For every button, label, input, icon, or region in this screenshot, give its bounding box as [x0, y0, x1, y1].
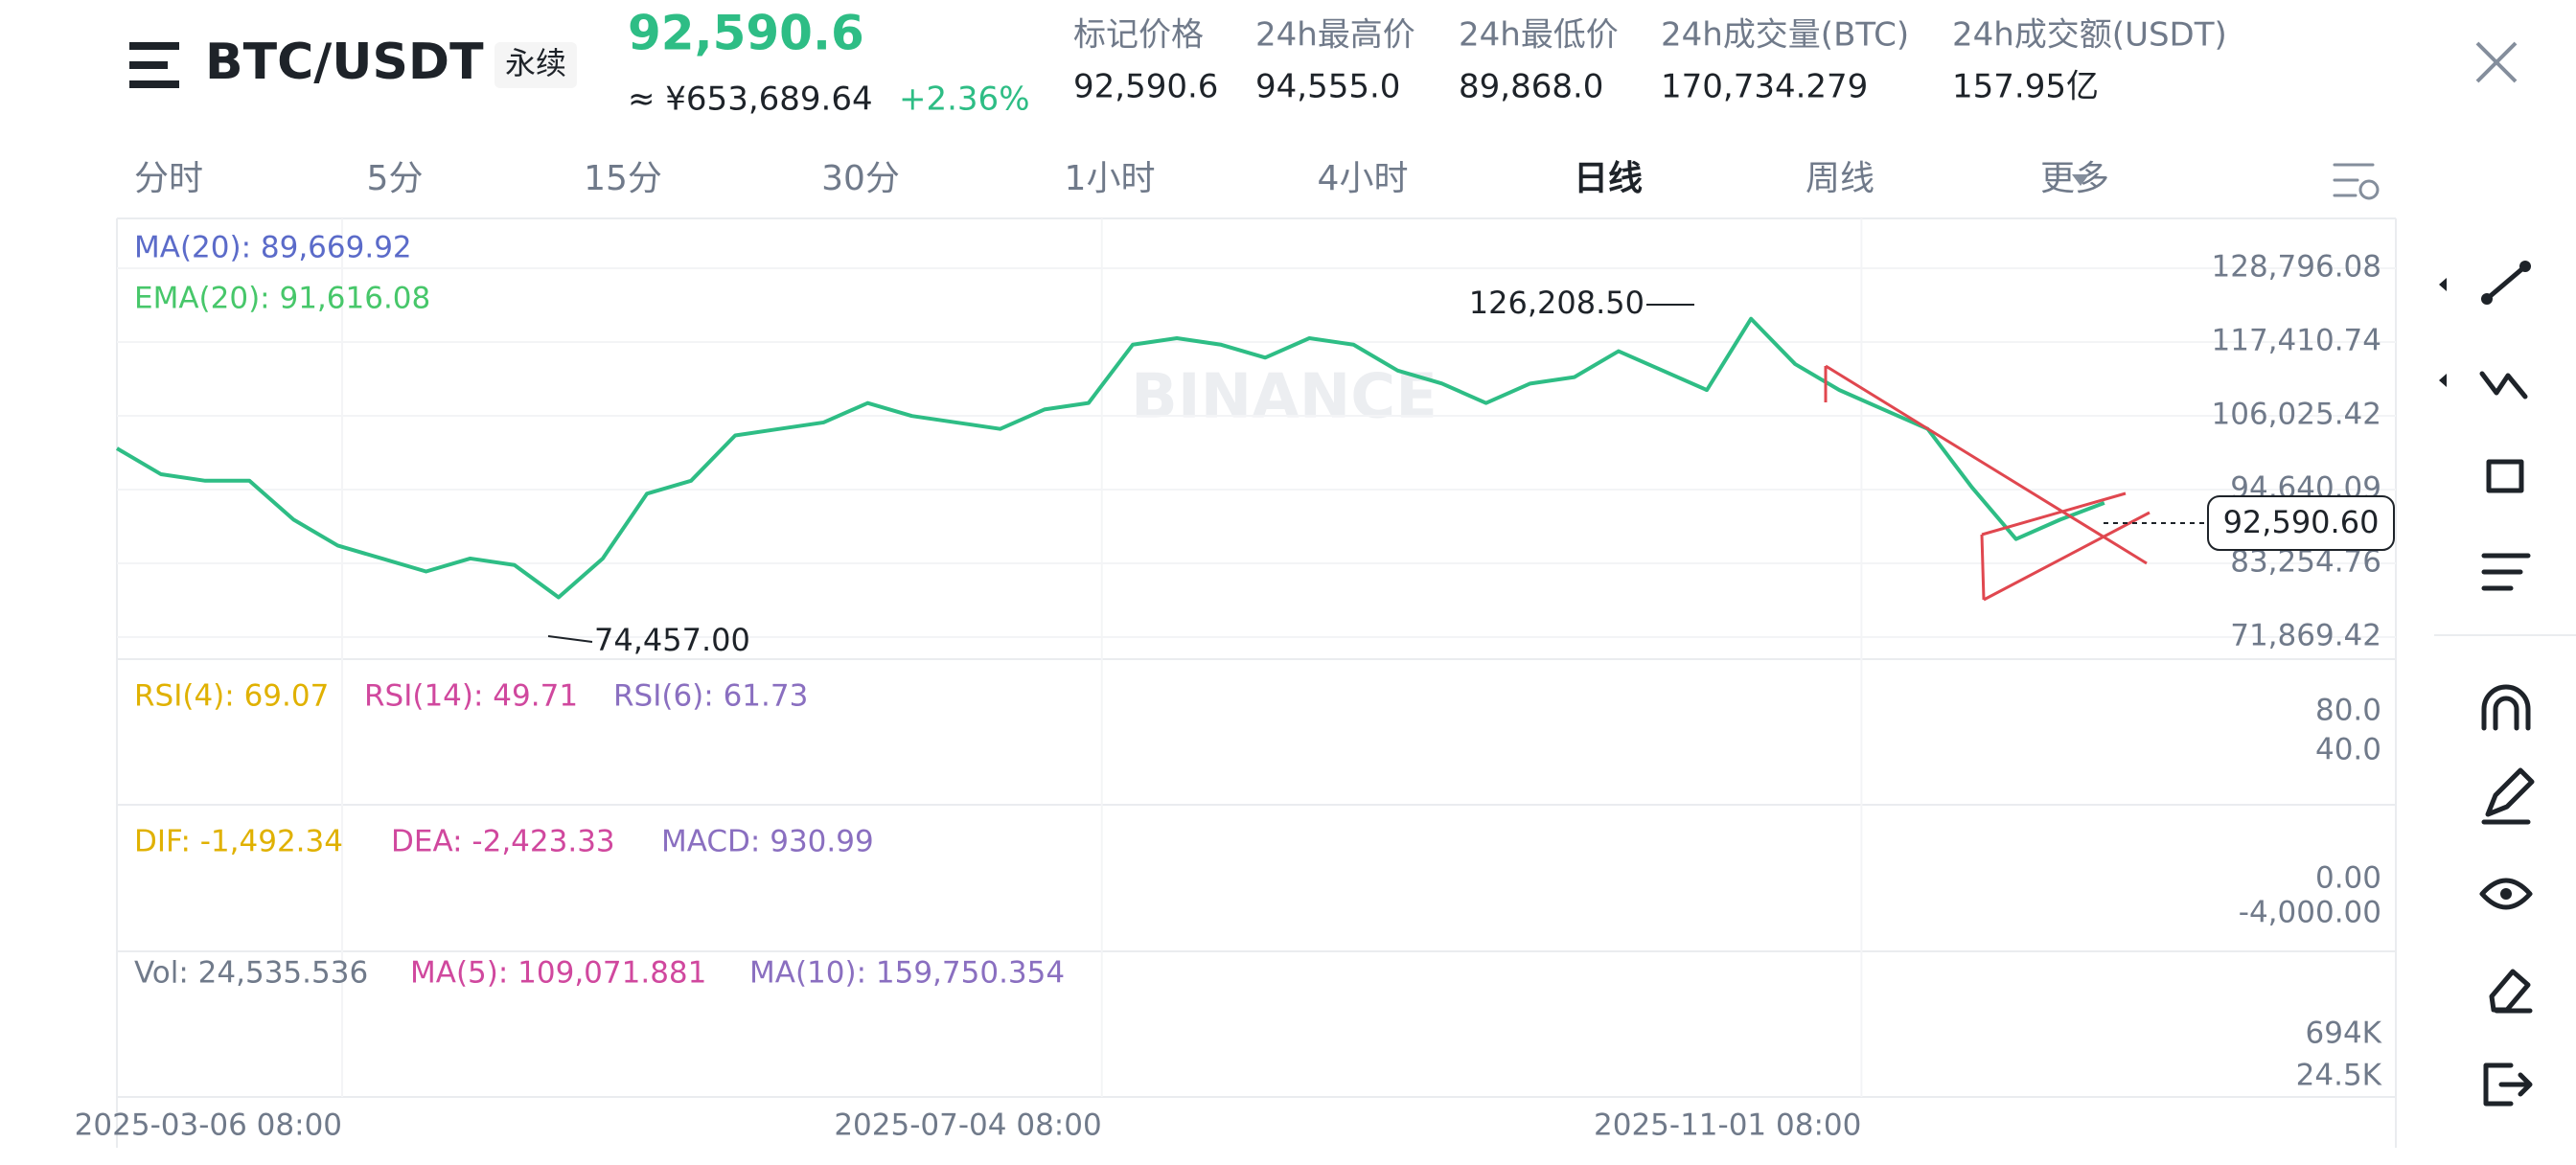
stat-label: 24h最低价	[1459, 16, 1619, 55]
rsi-label: RSI(6): 61.73	[613, 679, 808, 714]
trend-lines	[1824, 364, 2150, 602]
rsi-label: RSI(14): 49.71	[364, 679, 578, 714]
line-tool[interactable]	[2481, 261, 2531, 305]
badge-bg	[494, 42, 577, 88]
macd-tick-label: 0.00	[2315, 861, 2381, 896]
macd-label: DEA: -2,423.33	[391, 825, 615, 859]
macd-label: MACD: 930.99	[661, 825, 874, 859]
interval-tab[interactable]: 周线	[1806, 159, 1874, 198]
x-tick-label: 2025-07-04 08:00	[834, 1108, 1101, 1143]
last-price: 92,590.6	[628, 6, 864, 61]
vol-label: MA(10): 159,750.354	[749, 956, 1065, 991]
vol-label: MA(5): 109,071.881	[410, 956, 706, 991]
stat-value: 94,555.0	[1255, 68, 1400, 106]
leader	[547, 635, 593, 643]
stat-value: 157.95亿	[1952, 68, 2099, 106]
pen-tool[interactable]	[2481, 767, 2535, 825]
watermark: BINANCE	[1131, 362, 1438, 433]
interval-tab[interactable]: 15分	[584, 159, 662, 198]
interval-tab[interactable]: 1小时	[1065, 159, 1156, 198]
text-tool[interactable]	[2481, 553, 2531, 591]
stat-value: 89,868.0	[1459, 68, 1603, 106]
y-tick-label: 117,410.74	[2212, 323, 2382, 357]
symbol[interactable]: BTC/USDT	[205, 34, 484, 91]
stat-value: 170,734.279	[1661, 68, 1868, 106]
vol-tick-label: 24.5K	[2296, 1059, 2382, 1093]
macd-tick-label: -4,000.00	[2239, 896, 2381, 930]
settings-icon[interactable]	[2333, 163, 2380, 200]
vol-tick-label: 694K	[2306, 1017, 2382, 1051]
rsi-tick-label: 80.0	[2315, 694, 2381, 728]
interval-tab[interactable]: 日线	[1574, 159, 1643, 198]
y-tick-label: 128,796.08	[2212, 250, 2382, 285]
stat-label: 24h成交额(USDT)	[1952, 16, 2227, 55]
toolbar	[2439, 261, 2535, 1107]
cny-price: ≈ ¥653,689.64	[628, 80, 873, 119]
x-tick-label: 2025-11-01 08:00	[1594, 1108, 1861, 1143]
interval-tab[interactable]: 4小时	[1318, 159, 1409, 198]
price-box	[2207, 495, 2395, 551]
menu-logo[interactable]	[129, 42, 179, 88]
rsi-label: RSI(4): 69.07	[134, 679, 329, 714]
change: +2.36%	[899, 80, 1030, 119]
shape-tool[interactable]	[2486, 459, 2524, 493]
exit-tool[interactable]	[2483, 1062, 2533, 1107]
y-tick-label: 71,869.42	[2230, 618, 2381, 652]
magnet-tool[interactable]	[2481, 684, 2531, 731]
close-button[interactable]	[2475, 41, 2518, 83]
ema-label: EMA(20): 91,616.08	[134, 282, 430, 316]
low-label: 74,457.00	[594, 622, 750, 658]
interval-tab[interactable]: 30分	[821, 159, 900, 198]
stat-label: 24h最高价	[1255, 16, 1415, 55]
high-label: 126,208.50	[1469, 285, 1644, 321]
interval-tab[interactable]: 更多	[2040, 159, 2109, 198]
stat-label: 标记价格	[1073, 16, 1204, 55]
ma-label: MA(20): 89,669.92	[134, 231, 412, 265]
eye-tool[interactable]	[2479, 878, 2533, 910]
vol-label: Vol: 24,535.536	[134, 956, 368, 991]
eraser-tool[interactable]	[2489, 969, 2533, 1014]
more-arrow	[2072, 174, 2089, 186]
macd-label: DIF: -1,492.34	[134, 825, 343, 859]
interval-tab[interactable]: 分时	[134, 159, 203, 198]
interval-tab[interactable]: 5分	[367, 159, 424, 198]
fib-tool[interactable]	[2479, 371, 2528, 400]
stat-label: 24h成交量(BTC)	[1661, 16, 1909, 55]
rsi-tick-label: 40.0	[2315, 733, 2381, 767]
stat-value: 92,590.6	[1073, 68, 1218, 106]
current-price: 92,590.60	[2223, 504, 2380, 540]
x-tick-label: 2025-03-06 08:00	[75, 1108, 342, 1143]
badge: 永续	[505, 45, 566, 81]
price-line	[115, 316, 2105, 600]
y-tick-label: 106,025.42	[2212, 397, 2382, 431]
